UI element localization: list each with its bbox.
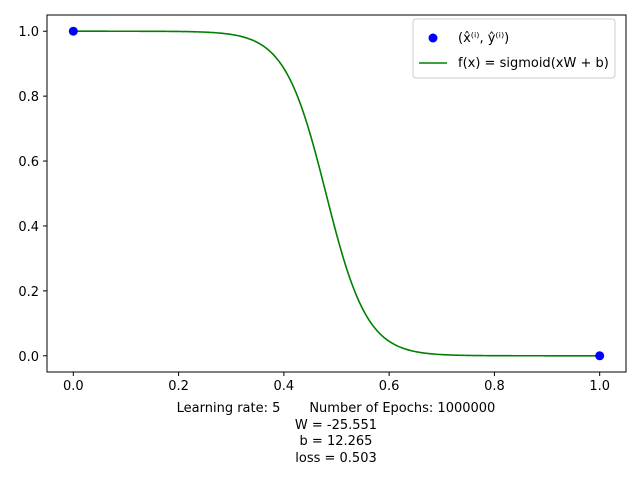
x-tick-label: 0.8 xyxy=(484,379,505,394)
legend-label-curve: f(x) = sigmoid(xW + b) xyxy=(458,56,609,71)
curve-layer xyxy=(73,30,600,357)
y-tick-label: 0.8 xyxy=(18,90,39,105)
y-tick-label: 0.0 xyxy=(18,350,39,365)
y-tick-label: 0.2 xyxy=(18,285,39,300)
x-tick-label: 1.0 xyxy=(589,379,610,394)
data-point xyxy=(68,26,78,36)
x-tick-label: 0.2 xyxy=(168,379,189,394)
x-axis-ticks: 0.0 0.2 0.4 0.6 0.8 1.0 xyxy=(63,372,610,394)
caption-weight: W = -25.551 xyxy=(295,418,377,433)
y-tick-label: 0.6 xyxy=(18,155,39,170)
data-point xyxy=(595,351,605,361)
x-tick-label: 0.4 xyxy=(274,379,295,394)
caption-training-info: Learning rate: 5 Number of Epochs: 10000… xyxy=(177,401,496,416)
y-tick-label: 0.4 xyxy=(18,220,39,235)
legend-scatter-marker xyxy=(428,33,438,43)
sigmoid-curve-line xyxy=(73,30,600,357)
x-tick-label: 0.6 xyxy=(379,379,400,394)
y-axis-ticks: 0.0 0.2 0.4 0.6 0.8 1.0 xyxy=(18,25,47,365)
legend: (x̂⁽ⁱ⁾, ŷ⁽ⁱ⁾) f(x) = sigmoid(xW + b) xyxy=(412,18,616,79)
caption-bias: b = 12.265 xyxy=(300,434,373,449)
caption-loss: loss = 0.503 xyxy=(295,451,377,466)
points-layer xyxy=(68,26,605,361)
x-tick-label: 0.0 xyxy=(63,379,84,394)
axes-frame xyxy=(46,14,627,373)
legend-box xyxy=(412,18,616,79)
legend-label-points: (x̂⁽ⁱ⁾, ŷ⁽ⁱ⁾) xyxy=(458,31,509,46)
y-tick-label: 1.0 xyxy=(18,25,39,40)
